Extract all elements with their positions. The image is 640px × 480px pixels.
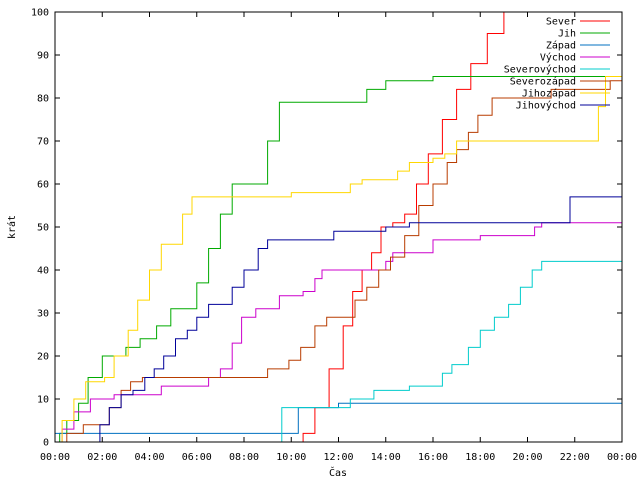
x-tick-label: 00:00 [607, 452, 637, 463]
series-line [55, 222, 622, 443]
x-axis-label: Čas [329, 466, 347, 479]
x-tick-label: 06:00 [182, 452, 212, 463]
legend-label: Jih [558, 29, 576, 40]
x-tick-label: 16:00 [418, 452, 448, 463]
y-tick-label: 0 [43, 438, 49, 449]
x-tick-label: 00:00 [40, 452, 70, 463]
y-tick-label: 60 [37, 180, 49, 191]
y-tick-label: 50 [37, 223, 49, 234]
legend: SeverJihZápadVýchodSeverovýchodSeverozáp… [504, 17, 610, 112]
y-tick-label: 40 [37, 266, 49, 277]
x-tick-label: 10:00 [276, 452, 306, 463]
y-tick-label: 30 [37, 309, 49, 320]
x-tick-label: 22:00 [560, 452, 590, 463]
y-tick-label: 80 [37, 94, 49, 105]
x-tick-label: 08:00 [229, 452, 259, 463]
series-line [55, 12, 623, 443]
x-tick-label: 14:00 [371, 452, 401, 463]
x-tick-label: 12:00 [323, 452, 353, 463]
y-axis-label: krát [6, 215, 18, 239]
series-line [55, 76, 622, 443]
x-tick-label: 18:00 [465, 452, 495, 463]
y-tick-label: 90 [37, 51, 49, 62]
x-tick-label: 04:00 [134, 452, 164, 463]
legend-label: Sever [546, 17, 576, 28]
legend-label: Západ [546, 40, 576, 52]
legend-label: Severozápad [510, 76, 576, 88]
ticks-layer: 00:00 02:00 04:00 06:00 08:00 10:00 12:00 14:00… [31, 8, 637, 464]
y-tick-label: 100 [31, 8, 49, 19]
legend-label: Jihozápad [522, 88, 576, 100]
series-line [55, 80, 622, 443]
y-tick-label: 20 [37, 352, 49, 363]
series-line [55, 260, 622, 443]
legend-label: Jihovýchod [516, 100, 576, 112]
y-tick-label: 70 [37, 137, 49, 148]
y-tick-label: 10 [37, 395, 49, 406]
series-layer [55, 12, 623, 443]
legend-label: Východ [540, 52, 576, 64]
x-tick-label: 02:00 [87, 452, 117, 463]
series-line [55, 196, 622, 443]
legend-label: Severovýchod [504, 64, 576, 76]
x-tick-label: 20:00 [512, 452, 542, 463]
